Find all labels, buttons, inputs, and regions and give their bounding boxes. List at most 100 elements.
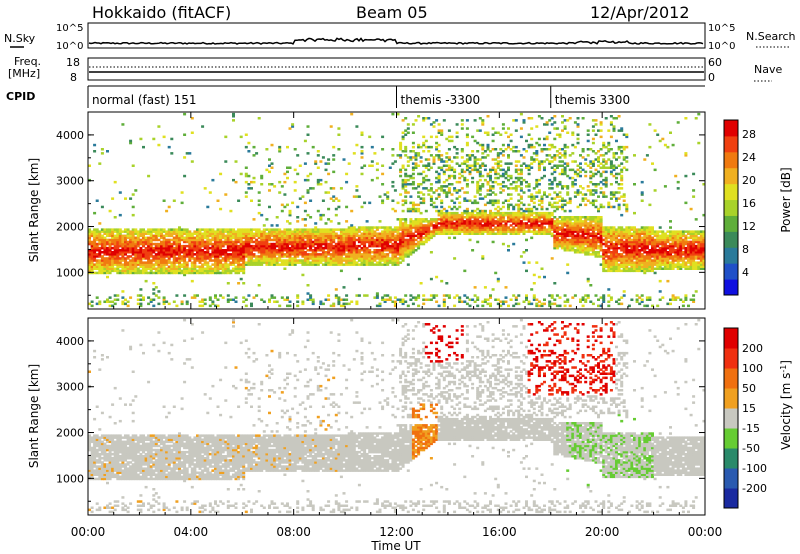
- power-cell: [337, 296, 341, 299]
- power-cell: [476, 162, 480, 165]
- power-cell: [306, 253, 310, 256]
- power-cell: [355, 185, 359, 188]
- power-cell: [306, 191, 310, 194]
- power-cell: [465, 218, 469, 221]
- power-cell: [224, 236, 228, 240]
- power-cell: [190, 269, 194, 273]
- power-cell: [602, 300, 606, 303]
- power-cell: [296, 246, 300, 250]
- power-cell: [350, 255, 354, 258]
- power-cell: [411, 150, 415, 153]
- power-cell: [453, 189, 457, 192]
- power-cell: [103, 249, 107, 252]
- power-cell: [167, 205, 171, 209]
- power-cell: [270, 244, 274, 248]
- power-cell: [566, 226, 570, 229]
- power-cell: [573, 220, 577, 223]
- power-cell: [211, 232, 215, 235]
- power-cell: [147, 253, 151, 256]
- power-cell: [162, 269, 166, 273]
- power-cell: [347, 162, 351, 165]
- power-cell: [591, 224, 595, 227]
- power-cell: [283, 267, 287, 270]
- power-cell: [296, 240, 300, 244]
- power-cell: [386, 261, 390, 264]
- power-cell: [183, 265, 187, 268]
- power-cell: [370, 244, 374, 248]
- power-cell: [499, 232, 503, 235]
- power-cell: [522, 162, 526, 165]
- power-cell: [566, 201, 570, 205]
- power-cell: [278, 238, 282, 242]
- power-cell: [149, 228, 153, 231]
- power-cell: [275, 261, 279, 264]
- power-cell: [157, 230, 161, 233]
- nsearch-label: N.Search: [746, 30, 796, 43]
- power-cell: [293, 246, 297, 250]
- power-cell: [473, 160, 477, 163]
- power-cell: [306, 230, 310, 233]
- power-cell: [597, 304, 600, 308]
- power-cell: [345, 242, 349, 246]
- power-cell: [319, 255, 323, 258]
- power-cell: [553, 228, 557, 231]
- power-cell: [360, 145, 364, 149]
- power-cell: [553, 302, 557, 306]
- power-cell: [309, 216, 313, 219]
- power-cell: [309, 294, 313, 297]
- power-cell: [270, 249, 274, 252]
- power-cell: [98, 255, 102, 258]
- power-cell: [365, 259, 369, 262]
- power-cell: [581, 246, 585, 250]
- power-cell: [442, 207, 446, 211]
- power-cell: [463, 211, 467, 215]
- power-cell: [417, 296, 421, 299]
- power-cell: [573, 226, 577, 229]
- power-cell: [139, 249, 143, 252]
- power-cell: [154, 228, 158, 231]
- power-cell: [154, 257, 158, 260]
- power-cell: [121, 259, 125, 262]
- power-cell: [504, 162, 508, 165]
- power-cell: [154, 232, 158, 235]
- power-cell: [468, 166, 472, 169]
- power-cell: [370, 255, 374, 258]
- power-cell: [319, 230, 323, 233]
- power-cell: [363, 164, 367, 167]
- power-cell: [465, 296, 469, 299]
- power-cell: [378, 232, 382, 235]
- power-cell: [579, 234, 582, 238]
- power-cell: [113, 253, 117, 256]
- power-cell: [468, 170, 472, 174]
- power-cell: [514, 211, 518, 215]
- power-cell: [280, 242, 284, 246]
- power-cell: [417, 224, 421, 227]
- power-cell: [545, 222, 549, 225]
- power-cell: [607, 232, 611, 235]
- power-cell: [339, 304, 343, 308]
- power-cell: [337, 300, 341, 303]
- power-cell: [365, 263, 369, 266]
- power-cell: [98, 261, 102, 264]
- power-cell: [167, 238, 171, 242]
- power-cell: [196, 230, 199, 233]
- power-cell: [411, 156, 415, 159]
- power-cell: [473, 158, 477, 161]
- power-cell: [602, 164, 606, 167]
- power-cell: [355, 125, 359, 128]
- power-cell: [232, 251, 235, 254]
- power-cell: [586, 133, 590, 136]
- power-cell: [342, 242, 346, 246]
- power-cell: [172, 300, 176, 303]
- power-cell: [419, 222, 423, 225]
- power-cell: [591, 218, 595, 221]
- power-cell: [339, 261, 343, 264]
- power-cell: [324, 228, 328, 231]
- power-cell: [476, 211, 480, 215]
- power-cell: [355, 294, 359, 297]
- power-cell: [558, 205, 562, 209]
- power-cell: [342, 240, 346, 244]
- power-cell: [473, 201, 477, 205]
- power-cell: [550, 143, 554, 147]
- power-cell: [98, 263, 102, 266]
